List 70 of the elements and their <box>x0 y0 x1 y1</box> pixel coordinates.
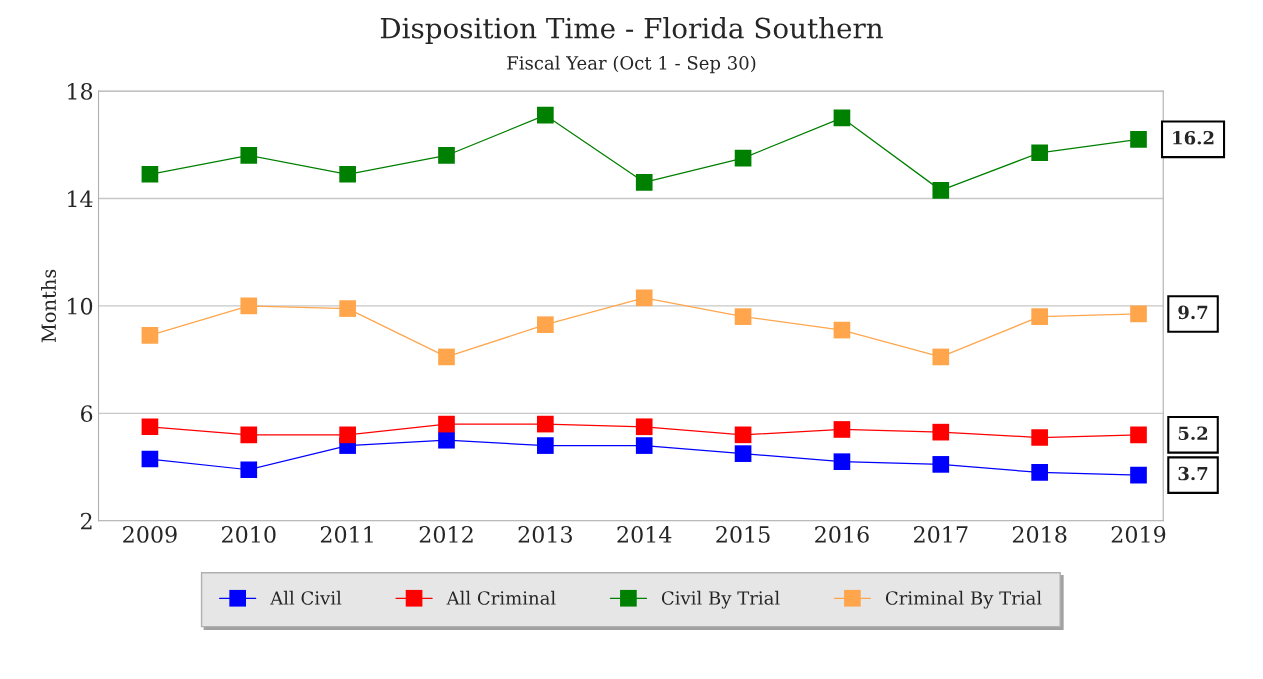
y-tick-label: 2 <box>81 512 92 530</box>
data-label: 5.2 <box>1178 426 1208 441</box>
point <box>833 453 851 471</box>
point <box>635 289 653 307</box>
point <box>240 426 258 444</box>
x-tick-label: 2017 <box>914 526 968 543</box>
point <box>635 173 653 191</box>
point <box>141 327 159 344</box>
point <box>635 418 653 436</box>
point <box>537 316 554 334</box>
point <box>1031 429 1048 446</box>
point <box>1130 131 1147 148</box>
x-tick-label: 2019 <box>1111 526 1166 543</box>
y-axis-title: Months <box>41 269 57 343</box>
point <box>339 300 356 317</box>
point <box>932 182 950 199</box>
point <box>1031 308 1048 325</box>
point <box>537 415 554 433</box>
point <box>932 423 950 441</box>
point <box>734 149 752 167</box>
point <box>240 297 258 315</box>
x-tick-label: 2010 <box>222 526 276 543</box>
legend-label: All Civil <box>270 590 342 605</box>
x-tick-label: 2015 <box>716 526 770 543</box>
point <box>1130 305 1147 323</box>
y-tick-label: 14 <box>68 190 93 207</box>
point <box>537 106 554 124</box>
point <box>833 109 851 127</box>
x-tick-label: 2013 <box>518 526 572 543</box>
point <box>932 348 950 366</box>
point <box>932 456 950 473</box>
point <box>438 147 455 164</box>
point <box>1031 464 1048 481</box>
point <box>141 418 159 436</box>
point <box>833 321 851 339</box>
chart-title: Disposition Time - Florida Southern <box>380 17 883 44</box>
data-label: 9.7 <box>1178 305 1208 320</box>
legend-label: Civil By Trial <box>661 590 780 609</box>
point <box>734 445 752 462</box>
point <box>537 437 554 454</box>
point <box>141 450 159 468</box>
point <box>339 165 356 183</box>
x-tick-label: 2018 <box>1012 526 1067 543</box>
point <box>734 426 752 444</box>
point <box>734 308 752 325</box>
y-tick-label: 10 <box>68 297 93 315</box>
y-tick-label: 6 <box>81 405 93 423</box>
point <box>141 165 159 183</box>
x-tick-label: 2016 <box>815 526 869 543</box>
point <box>438 431 455 449</box>
legend-label: Criminal By Trial <box>885 590 1042 609</box>
legend-label: All Criminal <box>446 590 556 605</box>
point <box>1031 144 1048 162</box>
chart-subtitle: Fiscal Year (Oct 1 - Sep 30) <box>507 55 756 74</box>
point <box>438 348 455 366</box>
data-label: 16.2 <box>1173 130 1214 145</box>
x-tick-label: 2014 <box>617 526 672 543</box>
point <box>240 147 258 164</box>
point <box>833 421 851 438</box>
data-label: 3.7 <box>1178 466 1208 481</box>
point <box>1130 426 1147 444</box>
point <box>438 415 455 433</box>
point <box>635 437 653 454</box>
point <box>1130 466 1147 484</box>
point <box>339 426 356 444</box>
y-tick-label: 18 <box>68 82 93 100</box>
point <box>240 461 258 479</box>
x-tick-label: 2012 <box>419 526 473 543</box>
x-tick-label: 2011 <box>320 526 373 543</box>
x-tick-label: 2009 <box>123 526 177 543</box>
